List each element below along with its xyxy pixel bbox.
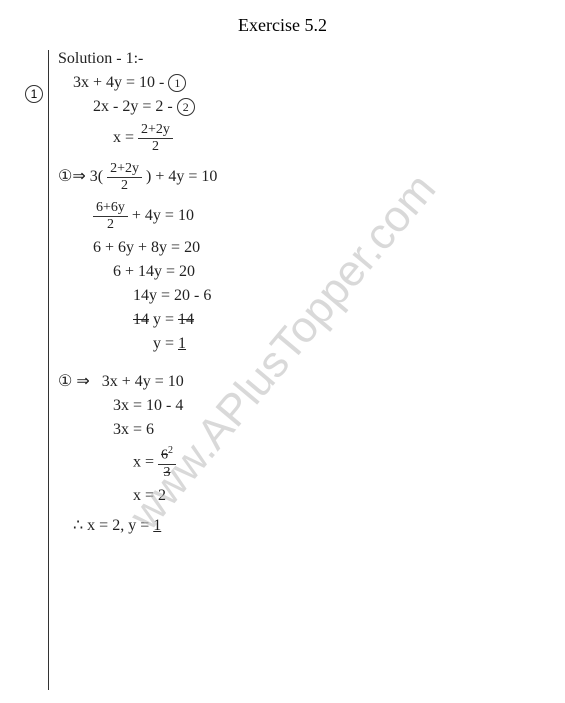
l6-num: 6+6y <box>93 200 128 217</box>
l15-num: 62 <box>158 445 176 465</box>
sub1-rest: ) + 4y = 10 <box>146 168 217 185</box>
final-y: 1 <box>153 517 161 534</box>
eq1-ref: 1 <box>168 74 186 92</box>
marker-circled-1: 1 <box>25 85 43 103</box>
sub1-prefix: ①⇒ <box>58 168 86 185</box>
step-15: x = 62 3 <box>133 445 217 481</box>
eq1-text: 3x + 4y = 10 - <box>73 74 164 91</box>
step-13: 3x = 10 - 4 <box>113 397 217 415</box>
solution-label: Solution - 1:- <box>58 50 217 68</box>
substitution-2: ① ⇒ 3x + 4y = 10 <box>58 371 217 391</box>
final-answer: ∴ x = 2, y = 1 <box>73 515 217 535</box>
l6-den: 2 <box>93 217 128 233</box>
page-container: Exercise 5.2 1 Solution - 1:- 3x + 4y = … <box>0 0 565 703</box>
sub1-num: 2+2y <box>107 161 142 178</box>
l11-val: 1 <box>178 335 186 352</box>
sub2-prefix: ① ⇒ <box>58 373 90 390</box>
vertical-margin-line <box>48 50 49 690</box>
step-9: 14y = 20 - 6 <box>133 287 217 305</box>
l15-den: 3 <box>158 465 176 481</box>
step-16: x = 2 <box>133 487 217 505</box>
l12: 3x + 4y = 10 <box>102 373 184 390</box>
l10-right-strike: 14 <box>178 311 194 328</box>
l15-frac: 62 3 <box>158 445 176 481</box>
sub1-frac: 2+2y 2 <box>107 161 142 194</box>
l6-rest: + 4y = 10 <box>132 207 194 224</box>
eq2-ref: 2 <box>177 98 195 116</box>
sub1-before: 3( <box>90 168 103 185</box>
step-14: 3x = 6 <box>113 421 217 439</box>
l10-mid: y = <box>153 311 178 328</box>
sub1-den: 2 <box>107 178 142 194</box>
step-7: 6 + 6y + 8y = 20 <box>93 239 217 257</box>
problem-marker: 1 <box>25 85 43 103</box>
x-fraction-line: x = 2+2y 2 <box>113 122 217 155</box>
equation-1: 3x + 4y = 10 - 1 <box>73 74 217 92</box>
substitution-1: ①⇒ 3( 2+2y 2 ) + 4y = 10 <box>58 161 217 194</box>
step-11: y = 1 <box>153 335 217 353</box>
xfrac-prefix: x = <box>113 129 134 146</box>
eq2-text: 2x - 2y = 2 - <box>93 98 173 115</box>
step-8: 6 + 14y = 20 <box>113 263 217 281</box>
l6-frac: 6+6y 2 <box>93 200 128 233</box>
equation-2: 2x - 2y = 2 - 2 <box>93 98 217 116</box>
final-text: ∴ x = 2, y = <box>73 517 153 534</box>
l10-left-strike: 14 <box>133 311 149 328</box>
exercise-title: Exercise 5.2 <box>30 15 535 36</box>
step-6: 6+6y 2 + 4y = 10 <box>93 200 217 233</box>
xfrac-den: 2 <box>138 139 173 155</box>
xfrac-num: 2+2y <box>138 122 173 139</box>
step-10: 14 y = 14 <box>133 311 217 329</box>
xfrac: 2+2y 2 <box>138 122 173 155</box>
l11-prefix: y = <box>153 335 178 352</box>
l15-prefix: x = <box>133 454 158 471</box>
solution-content: Solution - 1:- 3x + 4y = 10 - 1 2x - 2y … <box>58 50 217 541</box>
